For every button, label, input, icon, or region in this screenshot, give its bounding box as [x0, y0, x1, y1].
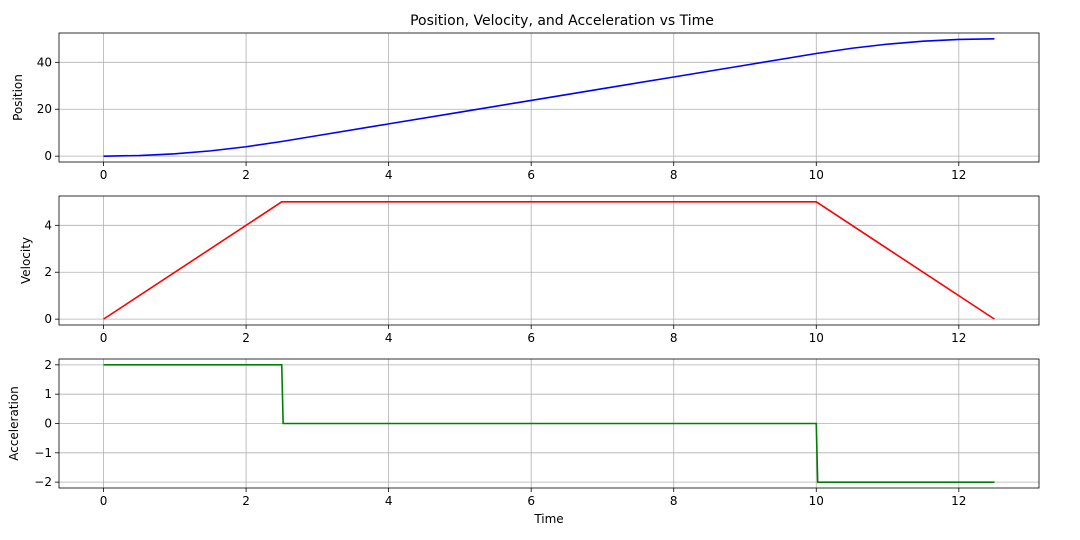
y-tick-label: 0 — [44, 149, 52, 163]
x-tick-label: 6 — [527, 494, 535, 508]
y-axis-label: Acceleration — [7, 386, 21, 461]
x-tick-label: 12 — [951, 331, 966, 345]
y-tick-label: 2 — [44, 265, 52, 279]
y-tick-label: 0 — [44, 417, 52, 431]
x-tick-label: 4 — [385, 494, 393, 508]
x-tick-label: 12 — [951, 494, 966, 508]
subplot-1: 0 2 4 6 8 10 12 0 20 40 Position — [11, 32, 1040, 182]
figure-title: Position, Velocity, and Acceleration vs … — [410, 13, 714, 29]
x-tick-label: 4 — [385, 331, 393, 345]
series-line-1 — [103, 364, 995, 483]
x-tick-label: 10 — [809, 168, 824, 182]
x-tick-label: 2 — [242, 168, 250, 182]
y-axis-label: Position — [11, 74, 25, 121]
y-tick-label: 1 — [44, 387, 52, 401]
x-tick-label: 8 — [670, 494, 678, 508]
x-tick-label: 12 — [951, 168, 966, 182]
x-tick-label: 8 — [670, 331, 678, 345]
subplot-2: 0 2 4 6 8 10 12 0 2 4 Velocity — [19, 195, 1040, 345]
x-tick-label: 6 — [527, 331, 535, 345]
y-tick-label: 40 — [37, 55, 52, 69]
axes-frame — [58, 195, 1040, 326]
y-tick-label: 2 — [44, 358, 52, 372]
x-tick-label: 8 — [670, 168, 678, 182]
x-tick-label: 0 — [100, 168, 108, 182]
y-tick-label: 0 — [44, 312, 52, 326]
x-tick-label: 2 — [242, 494, 250, 508]
y-tick-label: −2 — [34, 475, 52, 489]
y-tick-label: 4 — [44, 218, 52, 232]
x-tick-label: 2 — [242, 331, 250, 345]
x-axis-label: Time — [533, 512, 563, 526]
x-tick-label: 4 — [385, 168, 393, 182]
y-tick-label: −1 — [34, 446, 52, 460]
x-tick-label: 0 — [100, 331, 108, 345]
axes-frame — [58, 32, 1040, 163]
x-tick-label: 0 — [100, 494, 108, 508]
y-axis-label: Velocity — [19, 237, 33, 284]
series-line-1 — [103, 201, 995, 320]
x-tick-label: 10 — [809, 494, 824, 508]
x-tick-label: 10 — [809, 331, 824, 345]
series-line-1 — [103, 38, 995, 157]
x-tick-label: 6 — [527, 168, 535, 182]
y-tick-label: 20 — [37, 102, 52, 116]
